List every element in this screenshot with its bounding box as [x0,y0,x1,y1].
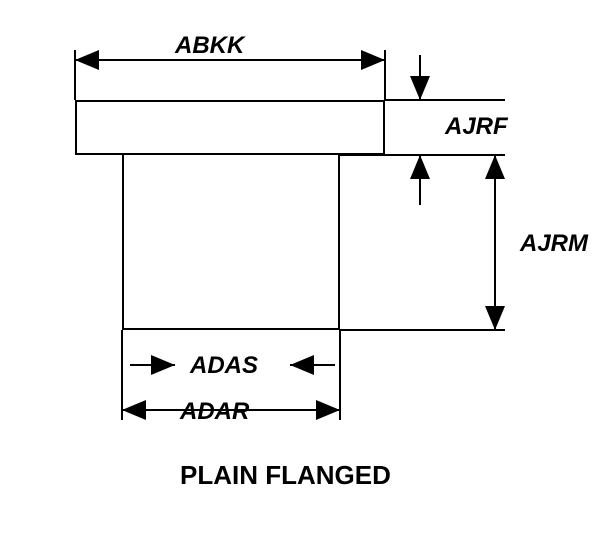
label-adar: ADAR [180,398,249,426]
flange-body [122,155,340,330]
flange-diagram: ABKK AJRF AJRM ADAS ADAR PLAIN FLANGED [0,0,610,536]
label-ajrf: AJRF [445,113,508,141]
flange-top [75,100,385,155]
label-adas: ADAS [190,352,258,380]
diagram-title: PLAIN FLANGED [180,460,391,491]
label-ajrm: AJRM [520,230,588,258]
label-abkk: ABKK [175,32,244,60]
